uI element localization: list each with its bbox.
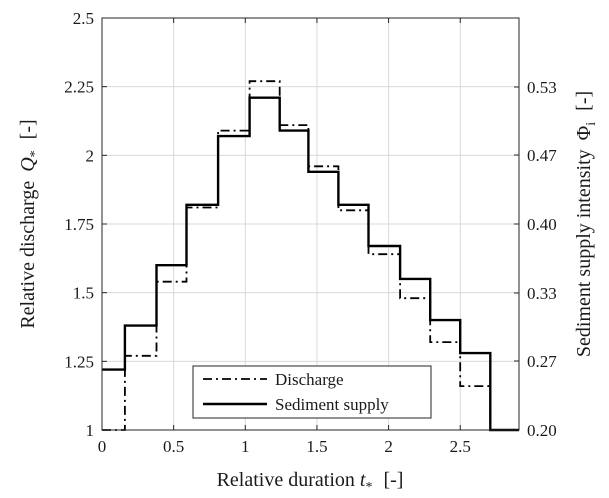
x-tick-label: 2.5	[450, 437, 471, 456]
series-layer	[102, 80, 519, 432]
y2-tick-label: 0.47	[527, 146, 557, 165]
y2-axis-title: Sediment supply intensity Φi [-]	[573, 91, 600, 357]
legend-box	[192, 365, 432, 419]
x-tick-label: 1	[241, 437, 250, 456]
y-tick-label: 2.5	[73, 9, 94, 28]
y2-tick-label: 0.40	[527, 215, 557, 234]
y-tick-label: 2.25	[64, 78, 94, 97]
x-tick-label: 0	[98, 437, 107, 456]
x-tick-label: 2	[384, 437, 393, 456]
y-tick-label: 1.25	[64, 352, 94, 371]
legend-label-sediment-supply: Sediment supply	[275, 395, 389, 414]
x-tick-label: 0.5	[163, 437, 184, 456]
y2-tick-label: 0.53	[527, 78, 557, 97]
y2-tick-label: 0.27	[527, 352, 557, 371]
legend: Discharge Sediment supply	[192, 365, 432, 419]
y2-tick-label: 0.20	[527, 421, 557, 440]
y2-tick-label: 0.33	[527, 284, 557, 303]
y-tick-label: 2	[86, 146, 95, 165]
y-tick-label: 1.5	[73, 284, 94, 303]
x-tick-label: 1.5	[306, 437, 327, 456]
x-axis-title: Relative duration t* [-]	[217, 469, 404, 496]
ticks: 0 0.5 1 1.5 2 2.5 1 1.25 1.5 1.75 2 2.25 2.5 0.20 0.27…	[64, 9, 557, 456]
y-axis-title: Relative discharge Q* [-]	[17, 119, 44, 328]
legend-label-discharge: Discharge	[275, 370, 344, 389]
series-line-sediment-supply	[102, 96, 519, 432]
y-tick-label: 1.75	[64, 215, 94, 234]
series-line-discharge	[102, 80, 519, 431]
y-tick-label: 1	[86, 421, 95, 440]
